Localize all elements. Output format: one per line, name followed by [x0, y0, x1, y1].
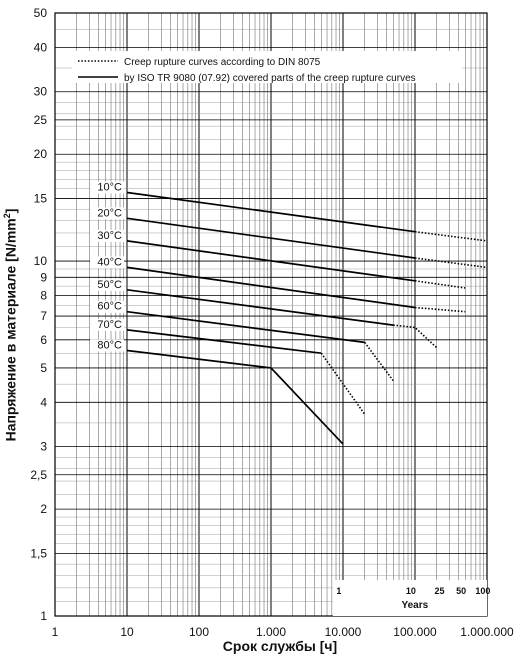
y-tick-label: 5	[40, 361, 47, 375]
y-tick-label: 15	[34, 192, 48, 206]
y-axis-label: Напряжение в материале [N/mm2]	[2, 145, 26, 505]
series-label-bg	[90, 278, 124, 291]
series-label: 50°C	[97, 279, 122, 291]
series-label-bg	[90, 256, 124, 269]
y-tick-label: 30	[34, 85, 48, 99]
series-label: 20°C	[97, 207, 122, 219]
series-label: 70°C	[97, 319, 122, 331]
y-tick-label: 2	[40, 502, 47, 516]
years-axis-box	[332, 580, 487, 616]
series-label: 10°C	[97, 182, 122, 194]
series-label-bg	[90, 229, 124, 242]
series-label: 30°C	[97, 230, 122, 242]
series-line-dotted	[364, 341, 394, 382]
x-tick-label: 10	[120, 625, 134, 639]
legend-label: Creep rupture curves according to DIN 80…	[124, 57, 321, 68]
y-tick-label: 6	[40, 333, 47, 347]
legend-box	[72, 51, 462, 83]
series-label-bg	[90, 300, 124, 313]
series-line-solid	[126, 266, 416, 309]
series-label-bg	[90, 339, 124, 352]
y-tick-label: 4	[40, 395, 47, 409]
series-line-solid	[126, 349, 344, 445]
series-line-solid	[126, 310, 365, 344]
series-line-solid	[126, 288, 394, 326]
y-tick-label: 3	[40, 440, 47, 454]
y-tick-label: 25	[34, 113, 48, 127]
y-tick-label: 9	[40, 270, 47, 284]
y-tick-label: 8	[40, 288, 47, 302]
series-label-bg	[90, 207, 124, 220]
legend-label: by ISO TR 9080 (07.92) covered parts of …	[124, 73, 416, 84]
series-line-dotted	[414, 257, 488, 269]
y-tick-label: 10	[34, 254, 48, 268]
y-axis-label-text: Напряжение в материале [N/mm	[2, 218, 19, 442]
series-line-dotted	[414, 230, 488, 242]
y-tick-label: 1,5	[30, 547, 47, 561]
y-tick-label: 1	[40, 609, 47, 623]
x-tick-label: 10.000	[325, 625, 362, 639]
series-label-bg	[90, 318, 124, 331]
y-tick-label: 50	[34, 6, 48, 20]
series-line-dotted	[320, 352, 366, 415]
y-tick-label: 2,5	[30, 468, 47, 482]
years-axis-label: Years	[402, 600, 429, 611]
x-tick-label: 1.000.000	[460, 625, 514, 639]
years-tick-label: 10	[406, 586, 416, 596]
series-line-dotted	[393, 324, 438, 349]
y-axis-label-close: ]	[2, 208, 19, 214]
series-label: 80°C	[97, 339, 122, 351]
series-label: 60°C	[97, 301, 122, 313]
x-tick-label: 1.000	[256, 625, 286, 639]
series-line-solid	[126, 191, 416, 233]
plot-frame	[54, 12, 488, 617]
series-line-solid	[126, 240, 416, 282]
years-tick-label: 50	[456, 586, 466, 596]
y-tick-label: 7	[40, 309, 47, 323]
series-label-bg	[90, 181, 124, 194]
years-tick-label: 25	[435, 586, 445, 596]
series-line-solid	[126, 217, 416, 259]
y-tick-label: 20	[34, 147, 48, 161]
x-tick-label: 1	[52, 625, 59, 639]
x-tick-label: 100	[189, 625, 209, 639]
years-tick-label: 1	[336, 586, 341, 596]
x-tick-label: 100.000	[393, 625, 437, 639]
series-line-solid	[126, 329, 322, 355]
x-axis-label: Срок службы [ч]	[222, 638, 338, 654]
series-label: 40°C	[97, 256, 122, 268]
y-axis-label-superscript: 2	[2, 213, 12, 219]
years-tick-label: 100	[475, 586, 490, 596]
y-tick-label: 40	[34, 40, 48, 54]
